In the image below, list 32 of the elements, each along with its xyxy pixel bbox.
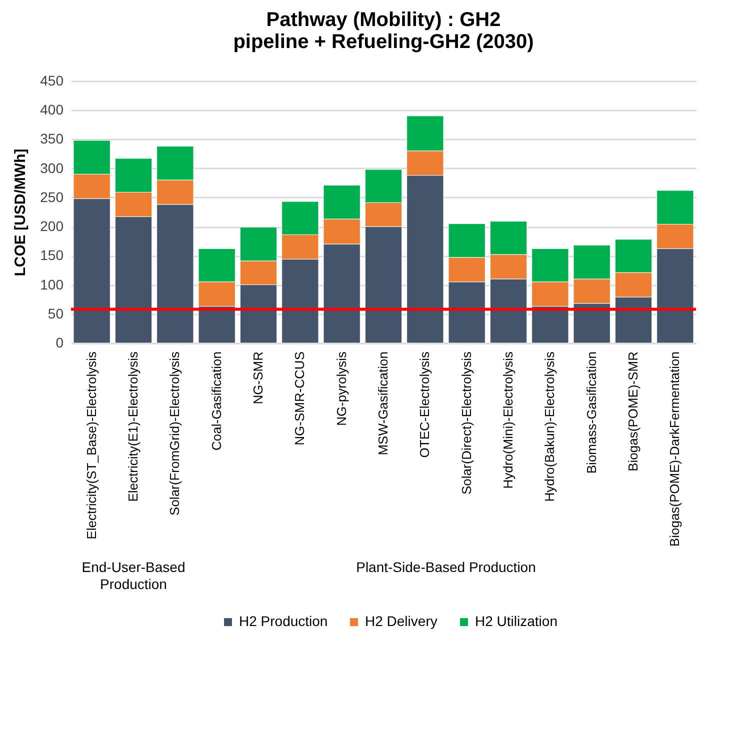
- y-tick-label: 50: [48, 305, 64, 322]
- y-tick-label: 200: [40, 218, 64, 234]
- x-tick-label: Biomass-Gasification: [584, 352, 599, 474]
- x-tick-label: NG-pyrolysis: [334, 351, 349, 426]
- x-tick-label: OTEC-Electrolysis: [417, 351, 432, 458]
- legend-label: H2 Production: [239, 613, 328, 630]
- y-tick-label: 350: [40, 130, 64, 147]
- x-tick-label: Hydro(Mini)-Electrolysis: [500, 351, 516, 489]
- y-tick-label: 100: [40, 276, 64, 292]
- text: End-User-Based Production: [82, 559, 186, 592]
- y-tick-label: 400: [40, 102, 64, 118]
- x-tick-label: Hydro(Bakun)-Electrolysis: [542, 351, 558, 502]
- x-tick-label: Electricity(ST_Base)-Electrolysis: [84, 351, 99, 540]
- x-tick-label: Solar(FromGrid)-Electrolysis: [167, 351, 182, 516]
- y-tick-label: 0: [56, 334, 64, 350]
- x-tick-label: NG-SMR-CCUS: [292, 351, 308, 446]
- x-tick-label: Biogas(POME)-SMR: [626, 352, 640, 472]
- y-tick-label: 300: [40, 160, 64, 176]
- x-tick-label: MSW-Gasification: [376, 352, 390, 456]
- x-tick-label: Electricity(E1)-Electrolysis: [126, 351, 140, 502]
- legend-label: H2 Utilization: [475, 613, 558, 630]
- y-axis-title: LCOE [USD/MWh]: [12, 148, 30, 276]
- x-tick-label: NG-SMR: [250, 352, 266, 404]
- x-tick-label: Coal-Gasification: [208, 352, 224, 450]
- x-tick-label: Solar(Direct)-Electrolysis: [458, 351, 474, 495]
- text: Plant-Side-Based Production: [356, 559, 536, 575]
- chart-title: Pathway (Mobility) : GH2 pipeline + Refueling-GH2 (2030): [233, 9, 534, 53]
- y-tick-label: 150: [40, 247, 64, 264]
- y-tick-label: 450: [40, 72, 64, 88]
- x-tick-label: Biogas(POME)-DarkFermentation: [667, 352, 682, 547]
- y-tick-label: 250: [40, 188, 64, 205]
- legend-label: H2 Delivery: [365, 613, 438, 630]
